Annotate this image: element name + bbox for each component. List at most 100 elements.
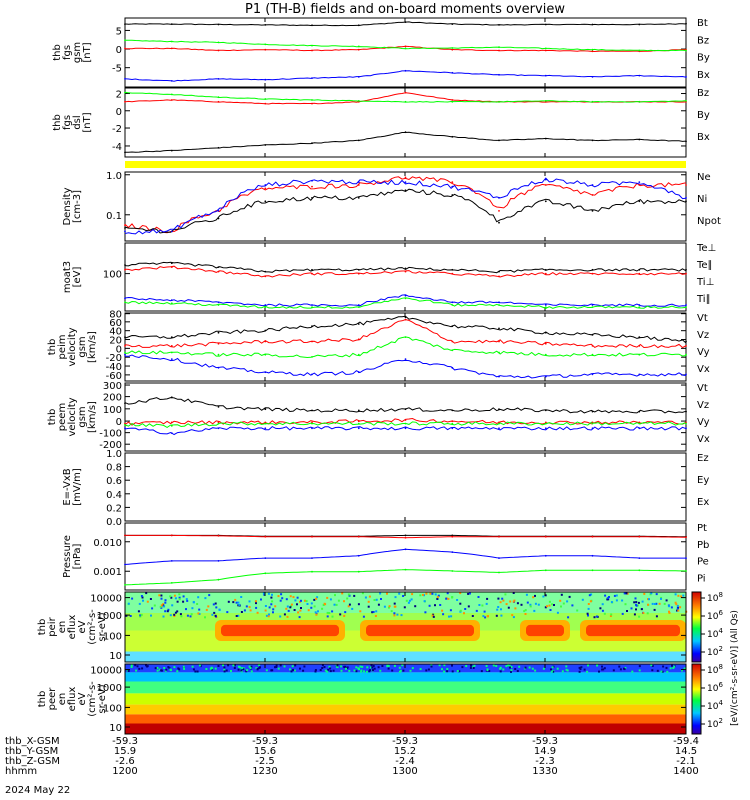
spectrum-speckle — [485, 602, 488, 605]
colorbar-label: [eV/(cm²-s-sr-eV)] (All Qs) — [730, 610, 740, 726]
spectrum-speckle — [223, 670, 226, 673]
spectrum-speckle — [336, 666, 339, 669]
spectrum-speckle — [596, 664, 599, 667]
series-vi-Vz — [124, 319, 687, 349]
spectrum-speckle — [160, 669, 163, 672]
data-point — [498, 221, 500, 224]
spectrum-speckle — [663, 602, 666, 605]
spectrum-speckle — [230, 670, 232, 672]
data-point — [685, 272, 687, 275]
data-point — [404, 21, 407, 23]
data-point — [498, 49, 500, 52]
spectrum-speckle — [127, 670, 130, 672]
spectrum-speckle — [135, 669, 138, 672]
data-point — [404, 131, 407, 134]
spectrum-speckle — [347, 593, 350, 596]
spectrum-speckle — [654, 603, 656, 605]
spectrum-speckle — [291, 665, 294, 668]
spectrum-speckle — [197, 596, 200, 599]
spectrum-speckle — [365, 670, 368, 673]
spectrum-speckle — [160, 604, 163, 607]
data-point — [685, 184, 687, 186]
spectrum-speckle — [638, 669, 641, 672]
spectrum-speckle — [533, 609, 536, 612]
y-axis-label-line: [nPa] — [72, 543, 83, 569]
data-point — [591, 184, 594, 186]
y-axis-label-line: sr-eV) — [97, 612, 108, 641]
data-point — [404, 316, 407, 319]
spectrum-speckle — [327, 668, 330, 671]
spectrum-core — [366, 624, 474, 637]
spectrum-speckle — [419, 668, 422, 671]
data-point — [404, 69, 407, 72]
spectrum-speckle — [245, 605, 248, 608]
spectrum-speckle — [150, 614, 152, 617]
spectrum-speckle — [290, 670, 293, 673]
data-point — [170, 582, 173, 584]
data-point — [124, 301, 126, 304]
spectrum-speckle — [211, 667, 214, 670]
spectrum-speckle — [335, 603, 338, 606]
data-point — [544, 49, 547, 52]
data-point — [217, 406, 220, 408]
data-point — [170, 40, 173, 43]
legend-ve-2: Vy — [697, 417, 710, 428]
colorbar-tick-base: 10 — [707, 702, 719, 712]
spectrum-speckle — [176, 600, 179, 603]
spectrum-speckle — [560, 605, 562, 608]
spectrum-speckle — [509, 666, 511, 669]
data-point — [638, 569, 641, 572]
data-point — [124, 91, 126, 94]
data-point — [451, 100, 454, 103]
spectrum-speckle — [205, 608, 208, 611]
spectrum-core — [526, 624, 564, 637]
spectrum-band — [125, 681, 686, 694]
panel-press: 0.010 0.001 Pressure[nPa] Pt Pb Pe Pi — [62, 522, 709, 591]
spectrum-speckle — [587, 664, 589, 667]
spectrum-speckle — [403, 606, 406, 609]
spectrum-speckle — [254, 600, 257, 603]
data-point — [311, 373, 313, 376]
y-tick-label: 0.010 — [93, 538, 122, 549]
y-axis-label-line: [km/s] — [87, 331, 98, 363]
spectrum-speckle — [196, 670, 199, 673]
data-point — [451, 366, 454, 369]
spectrum-speckle — [655, 602, 658, 605]
legend-efield-1: Ey — [697, 475, 709, 486]
spectrum-speckle — [677, 609, 680, 612]
spectrum-speckle — [409, 669, 412, 672]
coord-value: 15.6 — [254, 746, 276, 757]
spectrum-speckle — [214, 602, 217, 605]
spectrum-speckle — [586, 670, 589, 673]
data-point — [638, 74, 641, 77]
spectrum-speckle — [668, 611, 671, 614]
spectrum-speckle — [451, 664, 453, 667]
spectrum-speckle — [141, 667, 144, 670]
spectrum-speckle — [401, 664, 404, 667]
data-point — [451, 570, 454, 572]
spectrum-speckle — [526, 601, 529, 604]
spectrum-speckle — [362, 615, 365, 618]
spectrum-speckle — [601, 603, 604, 606]
spectrum-speckle — [492, 664, 495, 667]
data-point — [311, 570, 313, 573]
spectrum-speckle — [387, 667, 390, 670]
spectrum-speckle — [683, 667, 686, 670]
spectrum-speckle — [249, 667, 252, 670]
data-point — [124, 297, 126, 300]
spectrum-speckle — [300, 607, 302, 609]
spectrum-speckle — [331, 610, 334, 613]
spectrum-speckle — [671, 664, 673, 667]
colorbar-tick-label: 102 — [707, 717, 723, 730]
spectrum-speckle — [173, 613, 176, 616]
spectrum-speckle — [674, 601, 677, 604]
data-point — [591, 50, 594, 53]
spectrum-speckle — [303, 665, 306, 668]
data-point — [170, 93, 173, 96]
spectrum-speckle — [548, 600, 551, 603]
spectrum-speckle — [271, 593, 273, 596]
spectrum-speckle — [486, 669, 489, 671]
spectrum-speckle — [546, 605, 549, 608]
data-point — [404, 534, 407, 537]
y-axis-label-line: peer — [47, 687, 58, 711]
